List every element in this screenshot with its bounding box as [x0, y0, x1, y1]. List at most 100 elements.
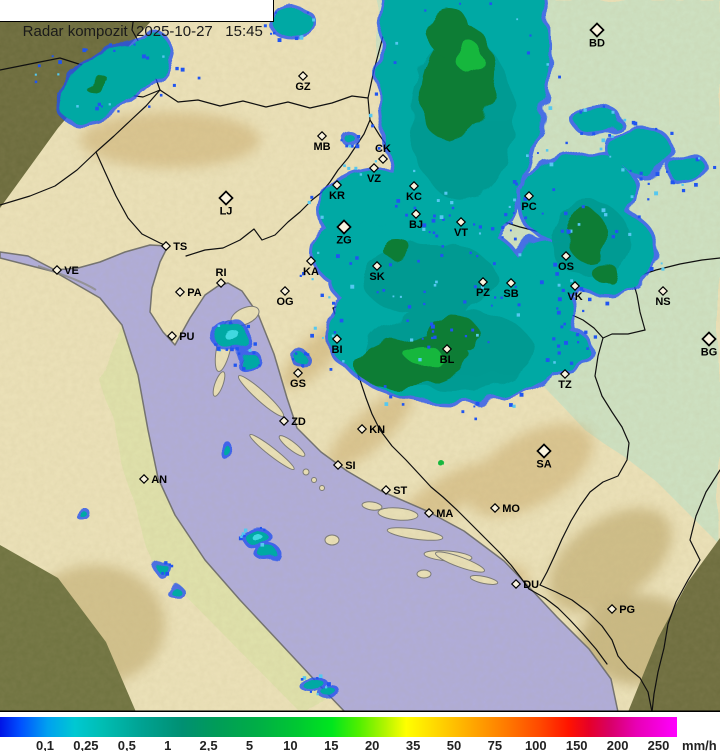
- precip-speck: [602, 105, 606, 108]
- precip-speck: [637, 215, 641, 219]
- precip-speck: [274, 11, 277, 14]
- city-diamond-icon: [569, 280, 581, 292]
- city-label: ST: [393, 485, 407, 497]
- precip-speck: [263, 24, 267, 28]
- precip-speck: [295, 352, 298, 355]
- precip-speck: [333, 331, 337, 334]
- precip-speck: [433, 283, 437, 287]
- city-OS: OS: [558, 250, 574, 273]
- precip-speck: [552, 337, 556, 341]
- precip-speck: [501, 226, 505, 230]
- precip-speck: [553, 262, 558, 267]
- precip-speck: [639, 177, 643, 181]
- city-label: OG: [276, 296, 293, 308]
- city-label: AN: [151, 474, 167, 486]
- precip-speck: [548, 106, 553, 110]
- precip-speck: [161, 571, 164, 575]
- legend-tick-2,5: 2,5: [199, 738, 218, 751]
- precip-speck: [248, 348, 252, 352]
- city-label: ZG: [336, 235, 351, 247]
- precip-speck: [501, 236, 504, 239]
- precip-speck: [392, 295, 395, 298]
- city-diamond-icon: [489, 502, 501, 514]
- legend-colorbar: [0, 717, 677, 737]
- city-label: VK: [567, 291, 582, 303]
- precip-speck: [332, 301, 335, 305]
- precip-speck: [117, 110, 120, 113]
- legend-tick-35: 35: [405, 738, 421, 751]
- city-VT: VT: [454, 216, 468, 239]
- city-label: VZ: [367, 173, 381, 185]
- precip-speck: [320, 215, 324, 219]
- precip-speck: [301, 272, 306, 276]
- precip-speck: [148, 105, 151, 108]
- city-diamond-icon: [174, 286, 186, 298]
- precip-speck: [433, 335, 437, 339]
- precip-speck: [552, 188, 556, 192]
- city-label: ZD: [291, 416, 306, 428]
- map-bottom-edge: [0, 710, 720, 712]
- city-diamond-icon: [505, 277, 517, 289]
- precip-speck: [165, 571, 170, 576]
- city-diamond-icon: [701, 331, 717, 347]
- precip-speck: [557, 283, 561, 287]
- precip-speck: [141, 54, 146, 59]
- precip-speck: [270, 32, 273, 35]
- precip-speck: [580, 132, 584, 135]
- precip-speck: [673, 182, 676, 185]
- city-SI: SI: [332, 459, 356, 472]
- precip-speck: [413, 206, 417, 210]
- city-ST: ST: [380, 484, 408, 497]
- precip-speck: [586, 347, 589, 350]
- precip-speck: [529, 34, 532, 37]
- city-GS: GS: [290, 367, 306, 390]
- precip-speck: [277, 38, 282, 43]
- precip-speck: [303, 352, 308, 356]
- precip-speck: [546, 63, 550, 66]
- city-diamond-icon: [589, 22, 605, 38]
- precip-speck: [471, 328, 475, 332]
- precip-speck: [340, 139, 343, 142]
- precip-speck: [159, 93, 163, 97]
- precip-speck: [516, 18, 519, 21]
- city-diamond-icon: [218, 190, 234, 206]
- precip-speck: [407, 305, 412, 309]
- precip-speck: [565, 141, 568, 145]
- city-label: RI: [216, 267, 227, 279]
- precip-speck: [581, 205, 585, 209]
- precip-speck: [417, 259, 420, 263]
- precip-speck: [670, 131, 674, 135]
- radar-map-svg: BD GZ MB CK VZ KR KC PC LJ BJ VT ZG TS VE OS KA SK RI PZ SB…: [0, 0, 720, 712]
- city-diamond-icon: [371, 260, 383, 272]
- precip-speck: [350, 284, 355, 289]
- precip-speck: [555, 272, 559, 276]
- precip-speck: [328, 296, 331, 299]
- precip-speck: [582, 289, 585, 292]
- precip-speck: [654, 127, 658, 131]
- city-label: SA: [536, 459, 551, 471]
- precip-speck: [504, 212, 508, 217]
- precip-speck: [545, 358, 550, 362]
- city-PZ: PZ: [476, 276, 490, 299]
- city-BJ: BJ: [409, 208, 423, 231]
- city-diamond-icon: [657, 285, 669, 297]
- precip-speck: [633, 121, 638, 126]
- city-AN: AN: [138, 473, 167, 486]
- precip-speck: [306, 11, 309, 14]
- city-label: GZ: [295, 81, 311, 93]
- city-diamond-icon: [138, 473, 150, 485]
- precip-speck: [395, 41, 399, 45]
- city-diamond-icon: [336, 219, 352, 235]
- precip-speck: [526, 51, 531, 55]
- precip-speck: [579, 286, 584, 291]
- precip-speck: [473, 405, 476, 408]
- precip-speck: [109, 43, 113, 47]
- city-markers: BD GZ MB CK VZ KR KC PC LJ BJ VT ZG TS VE OS KA SK RI PZ SB…: [51, 22, 717, 616]
- precip-speck: [329, 367, 333, 371]
- precip-speck: [430, 324, 435, 329]
- precip-speck: [306, 353, 310, 356]
- city-label: TZ: [558, 379, 572, 391]
- city-diamond-icon: [215, 277, 227, 289]
- precip-speck: [253, 342, 257, 346]
